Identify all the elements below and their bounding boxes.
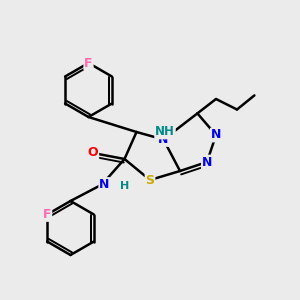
Text: N: N [158,133,169,146]
Text: NH: NH [155,125,175,139]
Text: H: H [120,181,129,191]
Text: N: N [99,178,110,191]
Text: N: N [211,128,221,142]
Text: N: N [202,155,212,169]
Text: S: S [146,173,154,187]
Text: O: O [88,146,98,160]
Text: F: F [43,208,51,221]
Text: F: F [84,56,93,70]
